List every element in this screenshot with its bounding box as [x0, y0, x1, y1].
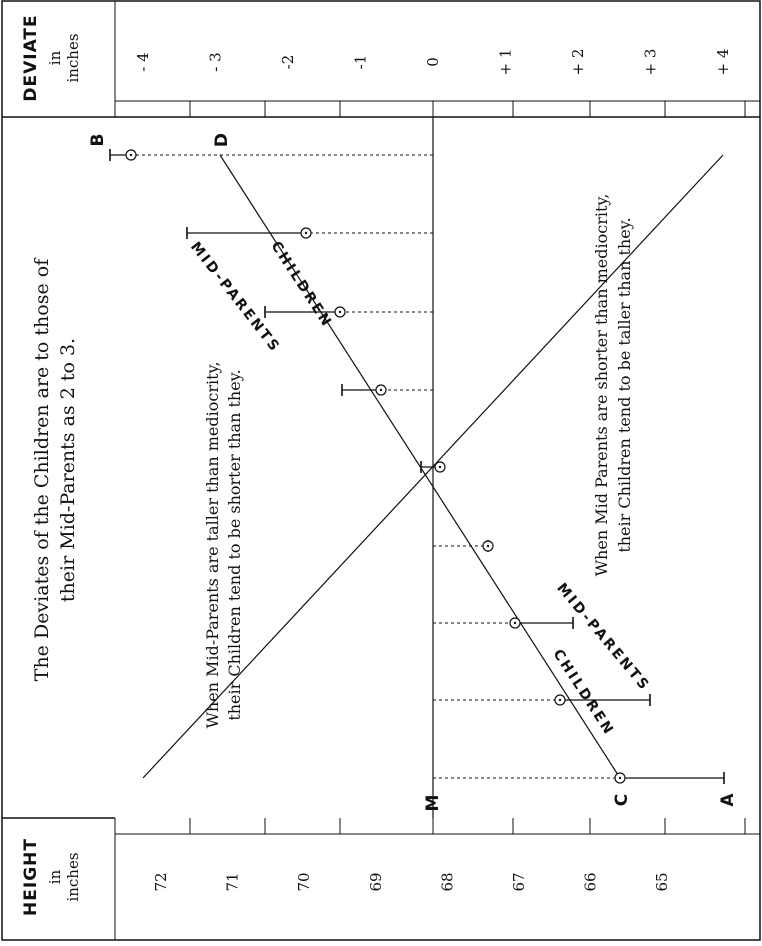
- children-marker-dot: [379, 388, 383, 392]
- height-tick-label: 72: [152, 872, 170, 891]
- chart-title-line-1: The Deviates of the Children are to thos…: [31, 257, 53, 681]
- deviate-tick-label: + 4: [714, 49, 732, 76]
- point-label-D: D: [212, 133, 232, 147]
- height-axis-unit-line-2: inches: [64, 852, 82, 901]
- chart-title-line-2: their Mid-Parents as 2 to 3.: [57, 338, 79, 602]
- children-marker-dot: [486, 544, 490, 548]
- children-marker-dot: [129, 153, 133, 157]
- height-axis-unit-line-1: in: [46, 869, 64, 884]
- deviate-tick-label: - 4: [134, 52, 152, 71]
- height-axis-heading: HEIGHT: [21, 838, 41, 916]
- height-tick-label: 69: [367, 872, 385, 891]
- children-label-lower: CHILDREN: [549, 647, 617, 739]
- label-layer: ABCDMMID-PARENTSCHILDRENMID-PARENTSCHILD…: [88, 133, 738, 812]
- deviate-tick-label: - 3: [207, 52, 225, 71]
- deviate-tick-label: 0: [424, 57, 442, 67]
- mid-parents-label-upper: MID-PARENTS: [187, 239, 283, 356]
- children-marker-dot: [338, 310, 342, 314]
- children-line: [219, 154, 621, 779]
- point-label-B: B: [88, 134, 108, 147]
- children-marker-dot: [558, 698, 562, 702]
- height-tick-label: 70: [295, 872, 313, 891]
- deviate-axis-unit-line-1: in: [46, 50, 64, 65]
- deviate-tick-label: -1: [352, 55, 370, 70]
- height-tick-label: 65: [653, 872, 671, 891]
- children-marker-dot: [618, 776, 622, 780]
- deviate-tick-label: + 1: [497, 49, 515, 76]
- lower-note-line-2: their Children tend to be taller than th…: [615, 217, 634, 552]
- children-marker-dot: [438, 465, 442, 469]
- children-marker-dot: [513, 621, 517, 625]
- series-layer: [109, 149, 725, 784]
- children-label-upper: CHILDREN: [267, 239, 335, 331]
- height-tick-label: 68: [438, 872, 456, 891]
- height-tick-label: 67: [510, 872, 528, 891]
- height-ticks: 72 71 70 69 68 67 66 65: [114, 818, 746, 892]
- deviate-ticks: + 4 + 3 + 2 + 1 0 -1 -2 - 3 - 4: [114, 49, 746, 117]
- deviate-axis-unit-line-2: inches: [64, 33, 82, 82]
- children-marker-dot: [304, 231, 308, 235]
- point-label-C: C: [612, 794, 632, 806]
- height-tick-label: 71: [224, 872, 242, 891]
- deviate-axis-heading: DEVIATE: [21, 14, 41, 101]
- height-tick-label: 66: [581, 872, 599, 891]
- point-label-A: A: [718, 793, 738, 807]
- lower-note-line-1: When Mid Parents are shorter than medioc…: [592, 194, 611, 577]
- upper-note-line-1: When Mid-Parents are taller than mediocr…: [203, 361, 222, 728]
- deviate-tick-label: + 2: [569, 49, 587, 76]
- upper-note-line-2: their Children tend to be shorter than t…: [225, 369, 244, 720]
- deviate-tick-label: + 3: [642, 49, 660, 76]
- deviate-tick-label: -2: [279, 55, 297, 70]
- mediocrity-label-M: M: [423, 795, 443, 812]
